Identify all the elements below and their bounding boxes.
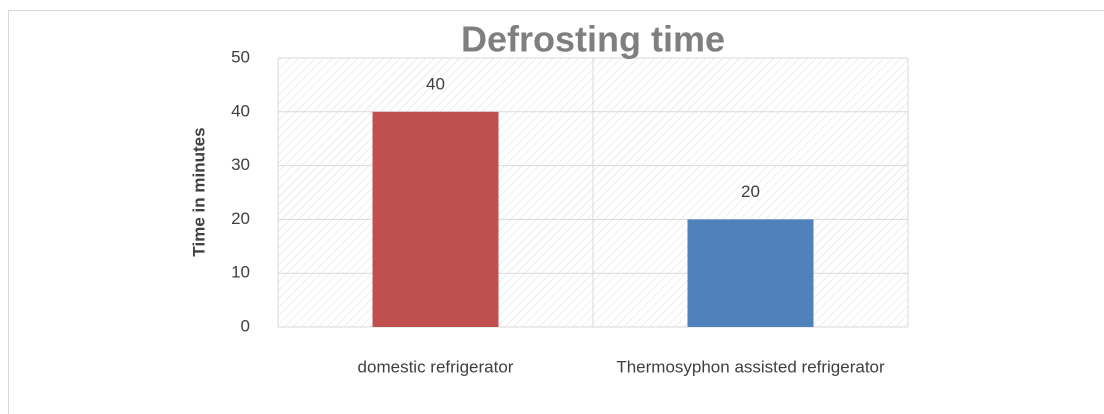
x-tick-label: domestic refrigerator bbox=[358, 357, 514, 376]
data-label: 20 bbox=[741, 182, 760, 201]
y-tick-label: 0 bbox=[241, 316, 250, 335]
y-tick-label: 10 bbox=[231, 263, 250, 282]
y-tick-label: 50 bbox=[231, 47, 250, 66]
bar bbox=[372, 111, 499, 327]
y-tick-label: 40 bbox=[231, 101, 250, 120]
y-tick-label: 30 bbox=[231, 155, 250, 174]
bar bbox=[687, 219, 814, 327]
x-tick-label: Thermosyphon assisted refrigerator bbox=[616, 357, 885, 376]
y-tick-label: 20 bbox=[231, 209, 250, 228]
y-axis-label: Time in minutes bbox=[189, 127, 208, 256]
chart-title: Defrosting time bbox=[461, 19, 725, 60]
data-label: 40 bbox=[426, 74, 445, 93]
